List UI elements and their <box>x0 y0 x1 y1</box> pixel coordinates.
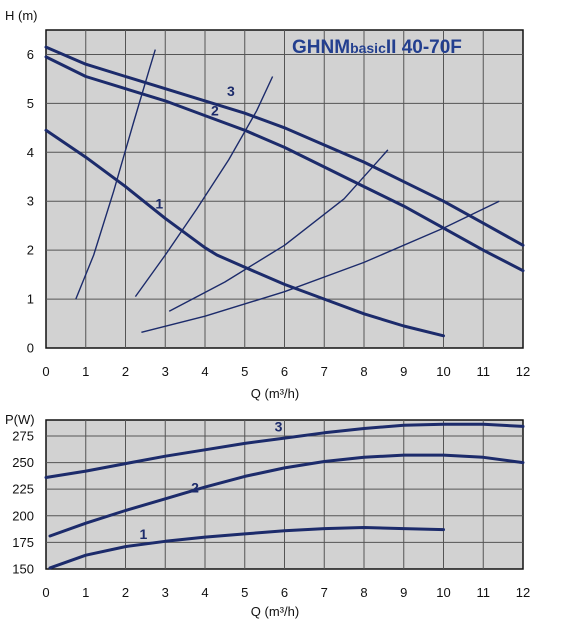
head-chart-y-tick-label: 1 <box>27 292 34 307</box>
head-chart-y-tick-label: 4 <box>27 145 34 160</box>
head-chart-system-curve-1 <box>75 49 156 300</box>
head-chart-y-tick-label: 6 <box>27 47 34 62</box>
head-chart-x-tick-label: 3 <box>162 364 169 379</box>
power-chart-y-tick-label: 150 <box>12 562 34 577</box>
power-chart-y-tick-label: 200 <box>12 508 34 523</box>
head-chart-title-sub: basic <box>350 40 386 56</box>
head-chart-x-tick-label: 6 <box>281 364 288 379</box>
head-chart-series-1-line <box>44 128 445 338</box>
head-chart-y-ticks: 0 1 2 3 4 5 6 <box>27 47 34 356</box>
power-chart-x-tick-label: 6 <box>281 585 288 600</box>
head-chart-system-curve-4 <box>141 200 500 333</box>
head-chart-x-tick-label: 2 <box>122 364 129 379</box>
power-chart-x-tick-label: 0 <box>42 585 49 600</box>
power-chart-x-tick-label: 7 <box>321 585 328 600</box>
head-chart-system-curve-2 <box>134 76 274 298</box>
power-chart-series-1-line <box>48 526 445 570</box>
head-chart-series-labels: 1 23 <box>155 83 235 212</box>
head-chart-series-3-line <box>44 45 525 247</box>
head-chart-x-tick-label: 5 <box>241 364 248 379</box>
power-chart-series <box>44 422 525 570</box>
head-chart-series-label-3: 3 <box>227 83 235 99</box>
power-chart-y-tick-label: 275 <box>12 428 34 443</box>
power-chart-series-3-line <box>44 422 525 479</box>
head-chart-title-tail: II 40-70F <box>386 37 462 58</box>
power-chart-x-tick-label: 5 <box>241 585 248 600</box>
head-chart-x-axis-label: Q (m³/h) <box>251 386 299 401</box>
head-chart-x-tick-label: 4 <box>201 364 208 379</box>
power-chart-series-label-2: 2 <box>191 479 199 495</box>
head-chart-series-2-line <box>44 55 525 273</box>
power-chart-x-tick-label: 4 <box>201 585 208 600</box>
head-chart-y-tick-label: 3 <box>27 194 34 209</box>
head-chart-x-tick-label: 1 <box>82 364 89 379</box>
head-chart-x-tick-label: 8 <box>360 364 367 379</box>
power-chart-y-ticks: 150 175 200 225 250 275 <box>12 428 34 576</box>
power-chart-x-tick-label: 1 <box>82 585 89 600</box>
head-chart-y-tick-label: 2 <box>27 243 34 258</box>
power-chart-x-tick-label: 8 <box>360 585 367 600</box>
head-chart-x-tick-label: 7 <box>321 364 328 379</box>
head-chart-x-tick-label: 0 <box>42 364 49 379</box>
head-chart-x-ticks: 0 1 2 3 4 5 6 7 8 9 10 11 12 <box>42 364 530 379</box>
power-chart-y-axis-label: P(W) <box>5 412 35 427</box>
head-chart-y-tick-label: 0 <box>27 341 34 356</box>
head-chart-series-label-1: 1 <box>155 196 163 212</box>
power-chart-x-tick-label: 11 <box>477 585 491 600</box>
power-chart-series-label-1: 1 <box>139 526 147 542</box>
head-chart-x-tick-label: 9 <box>400 364 407 379</box>
power-chart-x-axis-label: Q (m³/h) <box>251 604 299 619</box>
power-chart-x-tick-label: 10 <box>436 585 450 600</box>
power-chart-x-tick-label: 9 <box>400 585 407 600</box>
power-chart-x-tick-label: 3 <box>162 585 169 600</box>
power-chart-x-tick-label: 2 <box>122 585 129 600</box>
power-chart-series-label-3: 3 <box>275 419 283 435</box>
power-chart-series-labels: 1 2 3 <box>139 419 282 542</box>
power-chart-x-tick-label: 12 <box>516 585 530 600</box>
power-chart-series-2-line <box>48 453 525 538</box>
power-chart-x-ticks: 0 1 2 3 4 5 6 7 8 9 10 11 12 <box>42 585 530 600</box>
head-chart-title: GHNMbasicII 40-70F <box>292 37 462 58</box>
head-chart-title-main: GHNM <box>292 37 350 58</box>
power-chart-y-tick-label: 225 <box>12 482 34 497</box>
head-chart-x-tick-label: 10 <box>436 364 450 379</box>
power-chart-y-tick-label: 175 <box>12 535 34 550</box>
head-chart-series <box>44 45 525 338</box>
head-chart-y-axis-label: H (m) <box>5 8 38 23</box>
head-chart-series-label-2: 2 <box>211 103 219 119</box>
power-chart-y-tick-label: 250 <box>12 455 34 470</box>
head-chart-x-tick-label: 11 <box>477 364 491 379</box>
power-chart: P(W) 123 0 1 2 3 4 5 6 7 8 9 10 11 12 15017520022525… <box>5 412 530 619</box>
head-chart-x-tick-label: 12 <box>516 364 530 379</box>
head-chart-y-tick-label: 5 <box>27 96 34 111</box>
